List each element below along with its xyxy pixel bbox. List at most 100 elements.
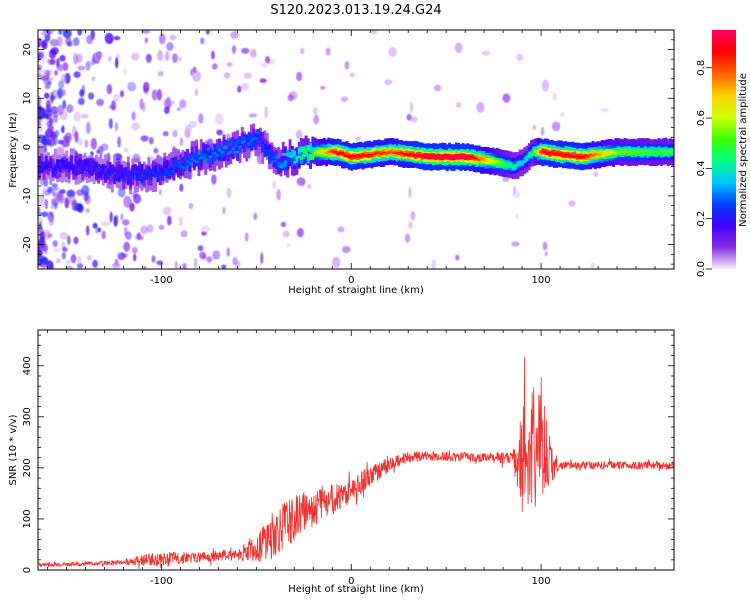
heatmap-cell: [552, 149, 556, 156]
colorbar-ticks: 0.0 0.2 0.4 0.6 0.8: [696, 60, 712, 277]
heatmap-cell: [52, 191, 56, 197]
heatmap-cell: [336, 152, 340, 155]
heatmap-cell: [208, 155, 212, 159]
heatmap-cell: [502, 162, 506, 165]
heatmap-cell: [47, 233, 53, 238]
heatmap-cell: [133, 253, 137, 262]
heatmap-cell: [79, 171, 82, 174]
heatmap-cell: [653, 151, 656, 155]
heatmap-cell: [120, 164, 123, 175]
heatmap-cell: [318, 150, 322, 153]
heatmap-cell: [630, 151, 634, 155]
heatmap-cell: [156, 260, 164, 266]
heatmap-cell: [218, 148, 221, 152]
heatmap-cell: [131, 122, 140, 131]
heatmap-cell: [117, 176, 121, 183]
heatmap-cell: [114, 121, 119, 132]
heatmap-cell: [40, 161, 44, 165]
heatmap-cell: [375, 151, 379, 155]
heatmap-cell: [573, 152, 577, 159]
heatmap-cell: [140, 135, 149, 142]
heatmap-cell: [593, 171, 599, 177]
heatmap-cell: [84, 194, 91, 205]
heatmap-cell: [409, 152, 413, 156]
heatmap-cell: [197, 156, 201, 163]
heatmap-cell: [625, 150, 629, 154]
heatmap-cell: [72, 166, 76, 173]
heatmap-cell: [500, 162, 504, 165]
heatmap-cell: [199, 156, 203, 160]
heatmap-cell: [637, 150, 641, 154]
heatmap-cell: [600, 152, 604, 155]
heatmap-cell: [448, 154, 451, 158]
heatmap-cell: [268, 149, 271, 153]
heatmap-cell: [646, 150, 650, 154]
heatmap-cell: [341, 246, 351, 254]
heatmap-cell: [220, 151, 224, 158]
heatmap-cell: [511, 165, 515, 169]
y-tick-label: 200: [22, 458, 33, 477]
heatmap-cell: [60, 164, 64, 168]
heatmap-cell: [523, 160, 527, 163]
heatmap-cell: [44, 155, 48, 166]
heatmap-cell: [454, 156, 458, 159]
heatmap-cell: [233, 151, 237, 154]
heatmap-cell: [66, 189, 76, 198]
snr-ticks: -100 0 100 0 100 200 300 400: [22, 330, 675, 587]
heatmap-cell: [208, 155, 212, 162]
heatmap-cell: [573, 155, 577, 159]
heatmap-cell: [71, 200, 78, 212]
heatmap-cell: [295, 129, 303, 140]
heatmap-cell: [85, 225, 90, 236]
heatmap-cell: [177, 161, 180, 165]
heatmap-cell: [253, 212, 258, 221]
heatmap-cell: [192, 152, 196, 159]
heatmap-cell: [429, 154, 433, 158]
heatmap-cell: [632, 151, 636, 155]
heatmap-cell: [411, 154, 415, 157]
heatmap-cell: [315, 150, 319, 154]
heatmap-cell: [660, 149, 663, 153]
heatmap-cell: [133, 169, 137, 176]
heatmap-cell: [468, 155, 472, 159]
heatmap-cell: [229, 150, 233, 154]
heatmap-cell: [213, 145, 217, 155]
heatmap-cell: [60, 89, 66, 96]
heatmap-cell: [304, 150, 308, 157]
figure-title: S120.2023.013.19.24.G24: [270, 3, 441, 18]
heatmap-cell: [268, 156, 271, 162]
heatmap-cell: [418, 154, 422, 157]
heatmap-cell: [238, 145, 242, 149]
heatmap-cell: [63, 161, 66, 168]
heatmap-cell: [182, 262, 187, 269]
heatmap-cell: [243, 140, 246, 144]
heatmap-cell: [237, 85, 242, 93]
spectrogram-heatmap: [38, 30, 674, 269]
heatmap-cell: [277, 154, 281, 158]
heatmap-cell: [377, 151, 381, 158]
heatmap-cell: [603, 152, 606, 156]
heatmap-cell: [204, 158, 208, 162]
heatmap-cell: [222, 206, 226, 215]
heatmap-cell: [170, 170, 173, 177]
heatmap-cell: [174, 158, 178, 165]
heatmap-cell: [243, 72, 252, 79]
heatmap-cell: [249, 139, 253, 143]
heatmap-cell: [455, 102, 462, 108]
heatmap-cell: [144, 37, 148, 44]
heatmap-cell: [153, 148, 159, 154]
heatmap-cell: [227, 140, 230, 147]
heatmap-cell: [38, 73, 42, 78]
heatmap-cell: [240, 82, 250, 91]
heatmap-cell: [272, 181, 276, 189]
heatmap-cell: [341, 152, 344, 155]
heatmap-cell: [186, 155, 189, 162]
heatmap-cell: [81, 165, 85, 171]
heatmap-cell: [64, 197, 70, 209]
y-tick-label: 0: [22, 567, 33, 573]
heatmap-cell: [247, 142, 251, 145]
heatmap-cell: [104, 173, 107, 179]
x-tick-label: 0: [348, 576, 354, 587]
heatmap-cell: [85, 121, 91, 134]
